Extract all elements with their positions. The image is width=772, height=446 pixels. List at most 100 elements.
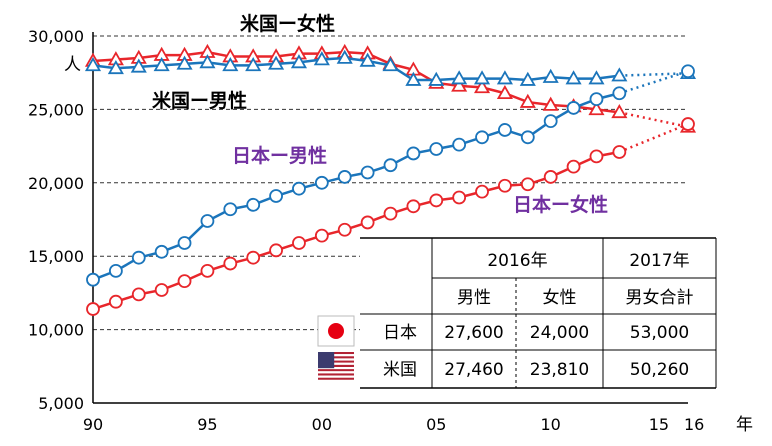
data-point xyxy=(131,287,146,302)
table-sub-total: 男女合計 xyxy=(626,288,694,308)
data-point xyxy=(589,92,604,107)
x-tick-label: 05 xyxy=(426,415,446,434)
projection-line xyxy=(619,111,689,129)
x-tick-label: 00 xyxy=(312,415,332,434)
data-point xyxy=(611,104,628,119)
data-point xyxy=(336,49,353,64)
data-point xyxy=(223,202,238,217)
data-point xyxy=(681,117,695,131)
data-point xyxy=(475,184,489,199)
data-point xyxy=(292,236,306,250)
table-female-value: 23,810 xyxy=(530,360,589,380)
table-male-value: 27,460 xyxy=(444,360,503,380)
data-point xyxy=(359,52,376,67)
y-tick-label: 25,000 xyxy=(28,100,84,119)
data-point xyxy=(452,137,467,152)
data-point xyxy=(314,228,329,243)
data-point xyxy=(246,250,261,265)
us-flag-stripe xyxy=(318,356,354,359)
data-point xyxy=(429,193,444,208)
y-tick-labels: 5,000 10,000 15,000 20,000 25,000 30,000 xyxy=(28,27,84,413)
data-point xyxy=(154,283,169,297)
data-point xyxy=(588,70,605,85)
data-point xyxy=(589,149,604,164)
data-point xyxy=(177,274,192,289)
data-point xyxy=(153,57,170,72)
us-flag-stripe xyxy=(318,362,354,365)
data-point xyxy=(520,130,535,145)
data-point xyxy=(383,206,398,221)
data-point xyxy=(498,123,512,137)
table-header-2017: 2017年 xyxy=(629,251,689,271)
data-point xyxy=(382,57,399,72)
series-line xyxy=(92,56,620,82)
data-point xyxy=(473,70,491,85)
x-tick-label: 15 xyxy=(649,415,669,434)
data-point xyxy=(543,170,558,184)
data-point xyxy=(588,101,605,116)
table-sub-female: 女性 xyxy=(543,288,577,308)
us-flag-canton xyxy=(318,352,335,369)
y-tick-label: 30,000 xyxy=(28,27,84,46)
us-flag-stripe xyxy=(318,360,354,363)
series-日本ー女性 xyxy=(86,117,695,316)
data-point xyxy=(314,175,329,190)
data-point xyxy=(611,67,628,82)
table-male-value: 27,600 xyxy=(444,323,503,343)
series-group xyxy=(84,43,697,316)
data-point xyxy=(108,294,123,309)
data-point xyxy=(269,243,283,258)
data-point xyxy=(131,250,146,265)
projection-line xyxy=(618,70,689,95)
data-point xyxy=(451,77,468,92)
x-tick-label: 10 xyxy=(541,415,561,434)
data-point xyxy=(429,142,444,156)
us-flag-stripe xyxy=(318,379,354,382)
data-point xyxy=(383,158,398,173)
data-point xyxy=(520,177,535,192)
data-point xyxy=(337,222,352,237)
data-point xyxy=(223,256,238,271)
y-tick-label: 10,000 xyxy=(28,321,84,340)
data-point xyxy=(406,146,421,161)
x-tick-label: 90 xyxy=(83,415,103,434)
table-country: 日本 xyxy=(383,323,417,343)
data-point xyxy=(176,55,193,70)
y-unit-label: 人 xyxy=(64,55,81,75)
data-point xyxy=(612,145,627,159)
data-point xyxy=(130,58,147,73)
x-tick-label: 16 xyxy=(684,415,704,434)
us-flag-stripe xyxy=(318,377,354,380)
us-flag-stripe xyxy=(318,371,354,374)
data-point xyxy=(543,114,558,129)
data-point xyxy=(519,93,536,108)
table-total-value: 53,000 xyxy=(630,323,689,343)
data-point xyxy=(177,236,192,250)
data-point xyxy=(108,263,123,278)
us-flag-stripe xyxy=(318,354,354,357)
data-point xyxy=(268,55,285,70)
data-point xyxy=(451,70,468,85)
x-unit-label: 年 xyxy=(736,415,753,435)
us-flag-stripe xyxy=(318,369,354,372)
series-米国ー女性 xyxy=(84,43,697,133)
data-point xyxy=(360,215,375,230)
data-point xyxy=(542,68,559,83)
projection-line xyxy=(618,122,689,154)
data-point xyxy=(566,159,581,174)
data-point xyxy=(269,189,283,203)
data-point xyxy=(498,178,512,193)
data-point xyxy=(107,59,124,75)
axes xyxy=(92,32,688,404)
data-point xyxy=(496,84,513,100)
data-point xyxy=(519,71,536,86)
us-flag-stripe xyxy=(318,352,354,355)
data-point xyxy=(428,71,445,86)
data-point xyxy=(86,302,100,316)
data-point xyxy=(86,272,100,287)
table-background xyxy=(360,238,716,388)
data-point xyxy=(681,64,695,79)
